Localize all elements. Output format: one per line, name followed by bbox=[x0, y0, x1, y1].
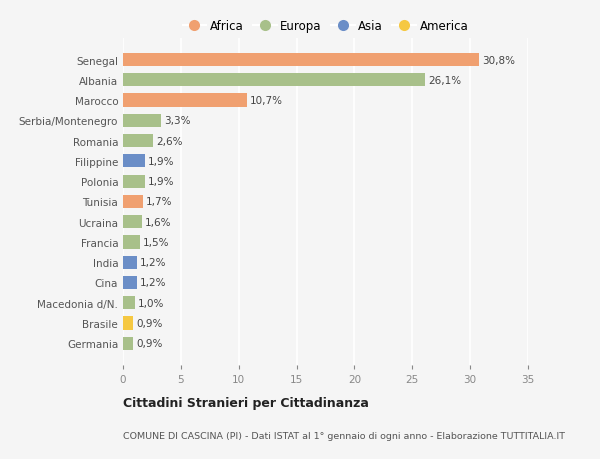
Bar bbox=[123, 175, 145, 188]
Text: Cittadini Stranieri per Cittadinanza: Cittadini Stranieri per Cittadinanza bbox=[123, 396, 369, 409]
Text: 1,5%: 1,5% bbox=[143, 237, 170, 247]
Text: 2,6%: 2,6% bbox=[156, 136, 182, 146]
Text: 1,2%: 1,2% bbox=[140, 278, 166, 288]
Bar bbox=[123, 135, 153, 148]
Bar bbox=[123, 74, 425, 87]
Legend: Africa, Europa, Asia, America: Africa, Europa, Asia, America bbox=[178, 16, 473, 38]
Text: 1,9%: 1,9% bbox=[148, 157, 175, 167]
Bar bbox=[123, 276, 137, 290]
Bar bbox=[123, 114, 161, 128]
Text: COMUNE DI CASCINA (PI) - Dati ISTAT al 1° gennaio di ogni anno - Elaborazione TU: COMUNE DI CASCINA (PI) - Dati ISTAT al 1… bbox=[123, 431, 565, 440]
Text: 26,1%: 26,1% bbox=[428, 76, 461, 86]
Bar bbox=[123, 297, 134, 310]
Bar bbox=[123, 155, 145, 168]
Bar bbox=[123, 54, 479, 67]
Text: 0,9%: 0,9% bbox=[136, 339, 163, 348]
Text: 10,7%: 10,7% bbox=[250, 96, 283, 106]
Text: 1,0%: 1,0% bbox=[137, 298, 164, 308]
Bar bbox=[123, 317, 133, 330]
Bar bbox=[123, 256, 137, 269]
Bar bbox=[123, 236, 140, 249]
Bar bbox=[123, 196, 143, 208]
Text: 30,8%: 30,8% bbox=[482, 56, 515, 65]
Text: 3,3%: 3,3% bbox=[164, 116, 191, 126]
Text: 1,9%: 1,9% bbox=[148, 177, 175, 187]
Text: 1,2%: 1,2% bbox=[140, 257, 166, 268]
Bar bbox=[123, 94, 247, 107]
Text: 1,6%: 1,6% bbox=[145, 217, 171, 227]
Text: 1,7%: 1,7% bbox=[146, 197, 172, 207]
Text: 0,9%: 0,9% bbox=[136, 318, 163, 328]
Bar bbox=[123, 337, 133, 350]
Bar bbox=[123, 216, 142, 229]
